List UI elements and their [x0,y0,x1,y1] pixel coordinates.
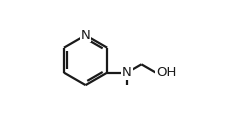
Text: OH: OH [155,66,175,79]
Text: N: N [122,66,131,79]
Text: N: N [80,29,90,42]
